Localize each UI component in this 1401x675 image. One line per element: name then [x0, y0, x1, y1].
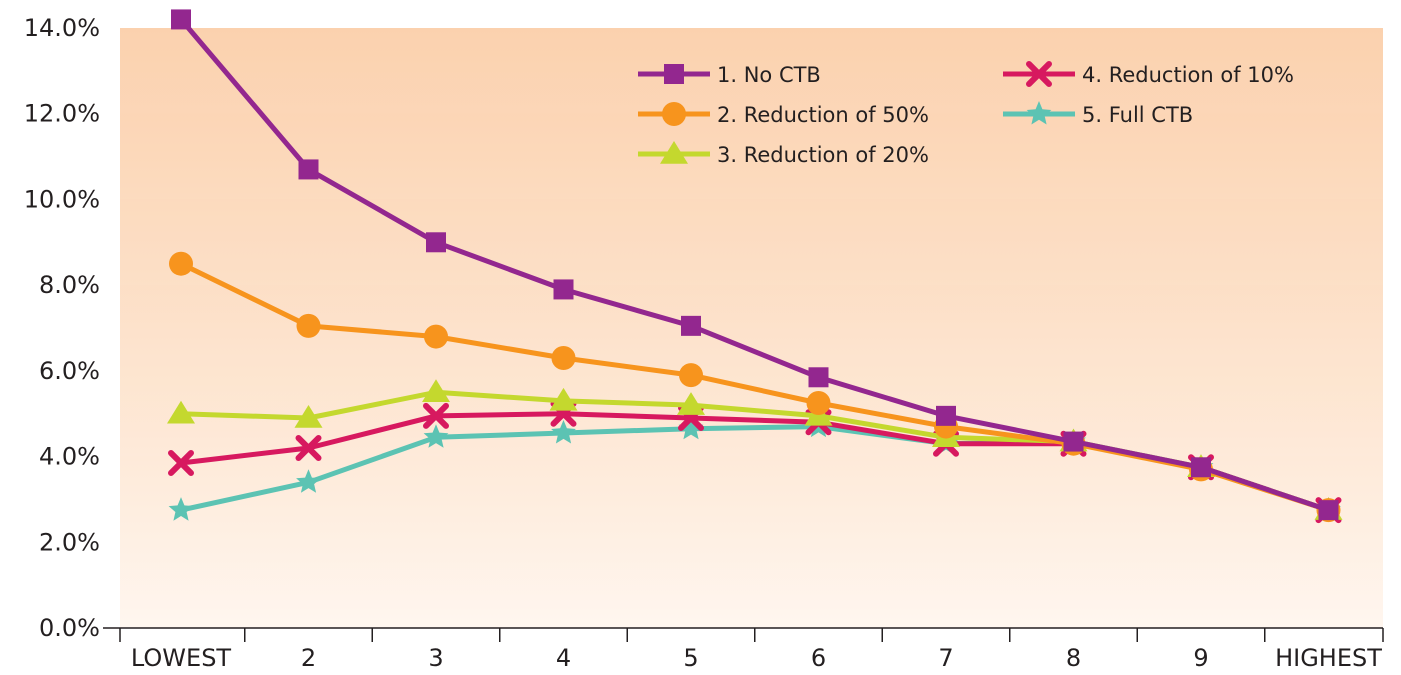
- point-x-marker: [168, 450, 194, 476]
- point-circle-marker: [424, 324, 448, 349]
- point-square-marker: [1191, 457, 1211, 478]
- point-square-marker: [1318, 500, 1339, 521]
- legend-item: 2. Reduction of 50%: [638, 102, 929, 127]
- legend-item: 5. Full CTB: [1003, 101, 1193, 127]
- point-star-marker: [423, 424, 449, 448]
- point-square-marker: [936, 405, 956, 426]
- legend-label: 2. Reduction of 50%: [717, 103, 929, 127]
- x-tick-label: 5: [683, 644, 698, 672]
- x-marker-stroke: [295, 435, 322, 461]
- y-tick-label: 0.0%: [39, 614, 100, 642]
- x-tick-label: 8: [1066, 644, 1081, 672]
- y-tick-label: 12.0%: [24, 100, 100, 128]
- point-star-marker: [168, 497, 194, 521]
- point-square-marker: [298, 159, 319, 180]
- plot-band: [120, 113, 1383, 200]
- point-triangle-marker: [549, 387, 578, 411]
- point-x-marker: [295, 435, 322, 461]
- point-triangle-marker: [422, 379, 450, 403]
- x-tick-label: 7: [938, 644, 953, 672]
- point-triangle-marker: [294, 405, 323, 428]
- series-line: [179, 17, 1330, 513]
- series-layer: [167, 9, 1343, 524]
- legend-label: 3. Reduction of 20%: [717, 143, 929, 167]
- plot-band: [120, 542, 1383, 628]
- x-marker-stroke: [168, 450, 194, 476]
- y-tick-label: 8.0%: [39, 271, 100, 299]
- point-square-marker: [553, 279, 574, 300]
- y-tick-label: 10.0%: [24, 185, 100, 213]
- x-marker-stroke: [423, 402, 449, 429]
- legend-label: 5. Full CTB: [1082, 103, 1193, 127]
- point-star-marker: [551, 420, 576, 444]
- legend-label: 4. Reduction of 10%: [1082, 63, 1294, 87]
- point-circle-marker: [662, 102, 686, 126]
- x-tick-label: LOWEST: [131, 644, 232, 672]
- point-x-marker: [423, 402, 449, 429]
- legend-label: 1. No CTB: [717, 63, 821, 87]
- x-tick-label: 9: [1193, 644, 1208, 672]
- y-tick-label: 14.0%: [24, 14, 100, 42]
- x-marker-stroke: [1026, 61, 1052, 87]
- point-circle-marker: [679, 363, 703, 388]
- x-tick-label: 4: [556, 644, 571, 672]
- y-tick-label: 6.0%: [39, 357, 100, 385]
- y-tick-label: 4.0%: [39, 443, 100, 471]
- point-circle-marker: [806, 391, 831, 415]
- series-1: [171, 9, 1339, 521]
- x-tick-label: HIGHEST: [1275, 644, 1382, 672]
- legend: 1. No CTB 2. Reduction of 50% 3. Reduction…: [638, 61, 1294, 167]
- legend-item: 1. No CTB: [638, 63, 821, 87]
- point-square-marker: [426, 232, 446, 253]
- point-circle-marker: [296, 313, 321, 338]
- point-triangle-marker: [660, 141, 688, 164]
- legend-item: 4. Reduction of 10%: [1003, 61, 1294, 87]
- point-circle-marker: [551, 346, 576, 370]
- point-square-marker: [664, 64, 684, 84]
- point-square-marker: [808, 367, 829, 388]
- y-tick-label: 2.0%: [39, 528, 100, 556]
- point-square-marker: [171, 9, 191, 30]
- point-triangle-marker: [677, 392, 705, 415]
- x-tick-label: 2: [301, 644, 316, 672]
- plot-bands: [120, 28, 1383, 628]
- plot-band: [120, 199, 1383, 286]
- x-tick-label: 6: [811, 644, 826, 672]
- x-tick-label: 3: [428, 644, 443, 672]
- point-square-marker: [681, 315, 701, 336]
- point-triangle-marker: [167, 400, 195, 424]
- point-square-marker: [1063, 431, 1084, 452]
- plot-band: [120, 28, 1383, 114]
- point-x-marker: [1026, 61, 1052, 87]
- point-circle-marker: [169, 251, 193, 276]
- axes: 0.0% 2.0% 4.0% 6.0% 8.0% 10.0% 12.0% 14.0% LOWES…: [24, 14, 1384, 672]
- point-star-marker: [1026, 101, 1052, 125]
- point-star-marker: [678, 415, 704, 440]
- point-star-marker: [296, 469, 321, 493]
- legend-item: 3. Reduction of 20%: [638, 141, 929, 167]
